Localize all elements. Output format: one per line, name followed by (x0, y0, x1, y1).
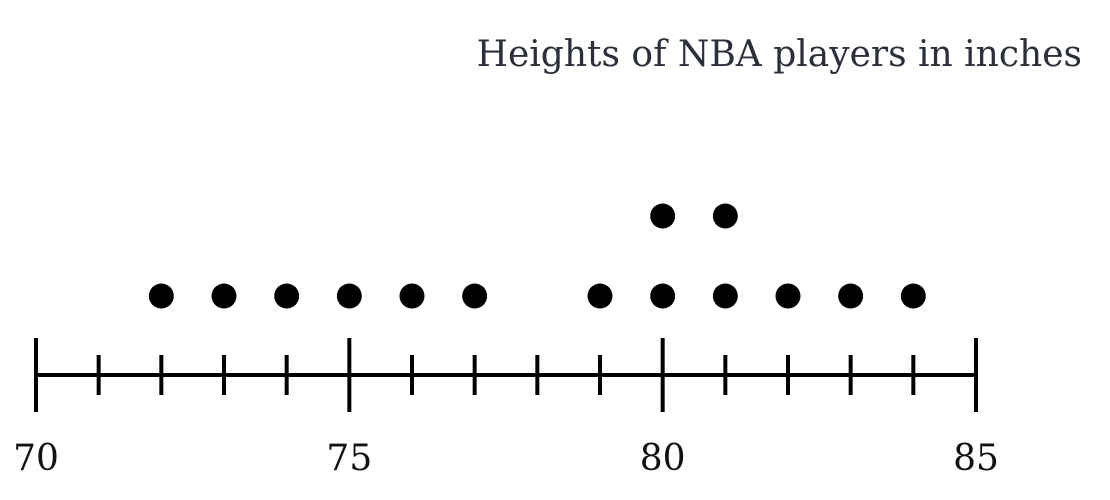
data-dot-72-1 (148, 283, 174, 309)
tick-label-80: 80 (640, 438, 686, 479)
data-dot-79-1 (587, 283, 613, 309)
axis-tick-labels: 70 75 80 85 (13, 438, 999, 479)
data-dot-75-1 (336, 283, 362, 309)
data-dot-80-2 (650, 203, 676, 229)
data-dot-82-1 (775, 283, 801, 309)
data-dot-74-1 (274, 283, 300, 309)
tick-label-75: 75 (326, 438, 372, 479)
data-dot-80-1 (650, 283, 676, 309)
data-dots (148, 203, 926, 309)
data-dot-84-1 (900, 283, 926, 309)
data-dot-81-1 (712, 283, 738, 309)
data-dot-81-2 (712, 203, 738, 229)
tick-label-85: 85 (953, 438, 999, 479)
data-dot-77-1 (462, 283, 488, 309)
data-dot-73-1 (211, 283, 237, 309)
chart-title: Heights of NBA players in inches (477, 34, 1082, 75)
tick-label-70: 70 (13, 438, 59, 479)
data-dot-83-1 (838, 283, 864, 309)
data-dot-76-1 (399, 283, 425, 309)
axis-ticks (34, 338, 978, 412)
